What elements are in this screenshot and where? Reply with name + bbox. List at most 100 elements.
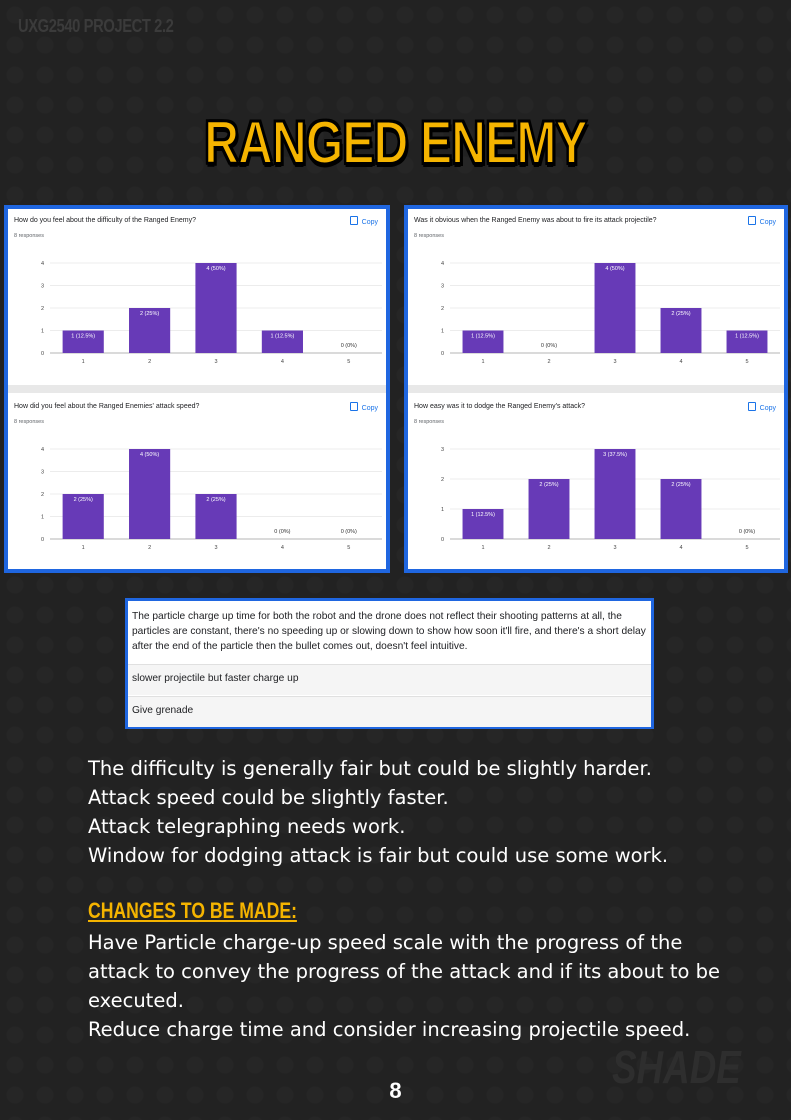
data-label: 1 (12.5%) (270, 334, 294, 340)
y-tick-label: 1 (441, 507, 444, 513)
copy-button[interactable]: Copy (349, 402, 378, 412)
copy-label: Copy (361, 219, 378, 226)
chart-panel-right: Was it obvious when the Ranged Enemy was… (404, 205, 788, 573)
change-item: Reduce charge time and consider increasi… (88, 1018, 691, 1041)
copy-button[interactable]: Copy (349, 216, 378, 226)
x-tick-label: 2 (547, 359, 550, 365)
response-count: 8 responses (14, 419, 44, 425)
y-tick-label: 2 (441, 306, 444, 312)
data-label: 2 (25%) (74, 497, 93, 503)
response-count: 8 responses (14, 233, 44, 239)
chart-card: How do you feel about the difficulty of … (8, 213, 386, 391)
summary-line: Window for dodging attack is fair but co… (88, 844, 669, 867)
x-tick-label: 4 (679, 545, 682, 551)
response-item: slower projectile but faster charge up (132, 673, 299, 684)
summary-line: Attack telegraphing needs work. (88, 815, 406, 838)
bar (726, 330, 768, 353)
bar (660, 308, 702, 353)
data-label: 1 (12.5%) (71, 334, 95, 340)
y-tick-label: 3 (441, 284, 444, 290)
question-title: How do you feel about the difficulty of … (14, 217, 196, 224)
bar (195, 494, 237, 539)
bar (195, 263, 237, 353)
x-tick-label: 3 (613, 359, 616, 365)
chart-panel-left: How do you feel about the difficulty of … (4, 205, 390, 573)
bar-chart: 0 1 2 3 4 2 (25%) 1 4 (50%) 2 2 (25%) 3 0 (0%) 4 0 (0… (41, 447, 382, 551)
bar-chart: 0 1 2 3 4 1 (12.5%) 1 0 (0%) 2 4 (50%) 3 2 (25%) 4 1 … (441, 261, 780, 365)
copy-label: Copy (759, 405, 776, 412)
bar (462, 509, 504, 539)
data-label: 4 (50%) (605, 266, 624, 272)
data-label: 4 (50%) (140, 452, 159, 458)
response-item: The particle charge up time for both the… (132, 611, 646, 652)
page-number: 8 (389, 1078, 402, 1103)
y-tick-label: 2 (41, 492, 44, 498)
data-label: 1 (12.5%) (471, 512, 495, 518)
x-tick-label: 1 (481, 545, 484, 551)
bar (594, 449, 636, 539)
summary-line: Attack speed could be slightly faster. (88, 786, 449, 809)
copy-icon (349, 402, 358, 411)
y-tick-label: 3 (41, 284, 44, 290)
x-tick-label: 4 (679, 359, 682, 365)
y-tick-label: 2 (41, 306, 44, 312)
change-item: Have Particle charge-up speed scale with… (88, 931, 721, 1012)
chart-card: Was it obvious when the Ranged Enemy was… (408, 213, 784, 391)
x-tick-label: 2 (547, 545, 550, 551)
copy-icon (747, 402, 756, 411)
x-tick-label: 2 (148, 359, 151, 365)
question-title: How did you feel about the Ranged Enemie… (14, 403, 200, 410)
bar (528, 479, 570, 539)
y-tick-label: 3 (441, 447, 444, 453)
copy-button[interactable]: Copy (747, 216, 776, 226)
y-tick-label: 4 (41, 261, 44, 267)
y-tick-label: 1 (41, 515, 44, 521)
data-label: 0 (0%) (739, 529, 755, 535)
bar (62, 330, 104, 353)
copy-icon (747, 216, 756, 225)
y-tick-label: 4 (441, 261, 444, 267)
y-tick-label: 0 (441, 351, 444, 357)
data-label: 1 (12.5%) (735, 334, 759, 340)
copy-label: Copy (759, 219, 776, 226)
bar-chart: 0 1 2 3 1 (12.5%) 1 2 (25%) 2 3 (37.5%) 3 2 (25%) 4… (441, 447, 780, 551)
card-separator (8, 385, 386, 393)
data-label: 0 (0%) (341, 343, 357, 349)
bar (594, 263, 636, 353)
data-label: 2 (25%) (140, 311, 159, 317)
bar-chart: 0 1 2 3 4 1 (12.5%) 1 2 (25%) 2 4 (50%) 3 1 (12.5%)… (41, 261, 382, 365)
x-tick-label: 2 (148, 545, 151, 551)
bar (462, 330, 504, 353)
copy-button[interactable]: Copy (747, 402, 776, 412)
response-row-divider (128, 696, 651, 727)
changes-heading: CHANGES TO BE MADE: (88, 898, 297, 923)
data-label: 2 (25%) (539, 482, 558, 488)
x-tick-label: 3 (214, 359, 217, 365)
chart-card: How did you feel about the Ranged Enemie… (8, 399, 386, 577)
bar (660, 479, 702, 539)
header-tag: UXG2540 PROJECT 2.2 (18, 16, 174, 36)
x-tick-label: 4 (281, 545, 284, 551)
data-label: 1 (12.5%) (471, 334, 495, 340)
y-tick-label: 2 (441, 477, 444, 483)
bar (261, 330, 303, 353)
summary-text: The difficulty is generally fair but cou… (88, 754, 728, 870)
y-tick-label: 1 (41, 329, 44, 335)
copy-icon (349, 216, 358, 225)
page-title: RANGED ENEMY (203, 108, 588, 177)
response-count: 8 responses (414, 233, 444, 239)
data-label: 0 (0%) (341, 529, 357, 535)
data-label: 3 (37.5%) (603, 452, 627, 458)
response-row-divider (128, 664, 651, 695)
y-tick-label: 0 (41, 537, 44, 543)
x-tick-label: 1 (82, 545, 85, 551)
data-label: 4 (50%) (206, 266, 225, 272)
x-tick-label: 5 (347, 359, 350, 365)
y-tick-label: 0 (41, 351, 44, 357)
x-tick-label: 5 (745, 359, 748, 365)
card-separator (408, 385, 784, 393)
question-title: Was it obvious when the Ranged Enemy was… (414, 217, 657, 224)
x-tick-label: 5 (745, 545, 748, 551)
chart-card: How easy was it to dodge the Ranged Enem… (408, 399, 784, 577)
x-tick-label: 4 (281, 359, 284, 365)
